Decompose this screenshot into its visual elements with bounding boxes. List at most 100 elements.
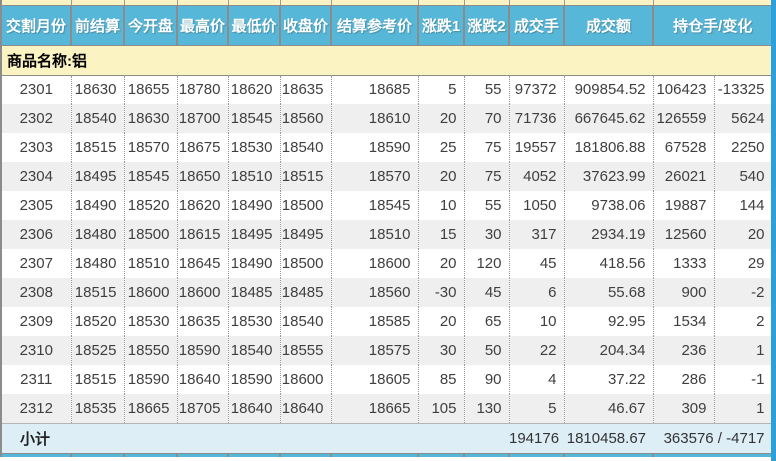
value-cell: 18540 <box>228 336 281 365</box>
value-cell: 1534 <box>653 307 715 336</box>
sliver-cell <box>464 0 510 6</box>
subtotal-row: 小计 194176 1810458.67 363576 / -4717 <box>1 422 772 453</box>
value-cell: 20 <box>418 104 465 133</box>
value-cell: 18480 <box>71 249 125 278</box>
value-cell: 20 <box>418 249 465 278</box>
value-cell: 30 <box>418 336 465 365</box>
month-cell: 2306 <box>1 220 72 249</box>
value-cell: 18640 <box>228 394 281 423</box>
value-cell: 65 <box>464 307 510 336</box>
product-banner-row: 商品名称:铝 <box>1 45 772 76</box>
value-cell: 18480 <box>71 220 125 249</box>
value-cell: 130 <box>464 394 510 423</box>
value-cell: 18570 <box>124 133 178 162</box>
value-cell: 18520 <box>71 307 125 336</box>
column-header-close: 收盘价 <box>280 5 332 46</box>
column-header-open-interest-change: 持仓手/变化 <box>653 5 772 46</box>
value-cell: 18495 <box>71 162 125 191</box>
month-cell: 2303 <box>1 133 72 162</box>
sliver-cell <box>509 0 565 6</box>
value-cell: 55 <box>464 191 510 220</box>
value-cell: 18665 <box>331 394 419 423</box>
column-header-turnover: 成交额 <box>564 5 654 46</box>
value-cell: 6 <box>509 278 565 307</box>
value-cell: 126559 <box>653 104 715 133</box>
vertical-scrollbar[interactable] <box>771 0 776 461</box>
value-cell: 18685 <box>331 75 419 104</box>
value-cell: 18665 <box>124 394 178 423</box>
value-cell: 18485 <box>280 278 332 307</box>
value-cell: 19887 <box>653 191 715 220</box>
value-cell: 18630 <box>71 75 125 104</box>
value-cell: 26021 <box>653 162 715 191</box>
value-cell: 18540 <box>71 104 125 133</box>
column-header-change2: 涨跌2 <box>464 5 510 46</box>
value-cell: 55 <box>464 75 510 104</box>
subtotal-open-interest-change: 363576 / -4717 <box>653 422 772 453</box>
table-row: 2303 18515 18570 18675 18530 18540 18590 25 75 19… <box>1 133 772 162</box>
sliver-cell <box>653 452 772 457</box>
subtotal-spacer <box>71 422 509 453</box>
subtotal-label: 小计 <box>1 422 71 453</box>
value-cell: 18515 <box>71 365 125 394</box>
value-cell: 18490 <box>228 249 281 278</box>
sliver-cell <box>280 452 332 457</box>
value-cell: 106423 <box>653 75 715 104</box>
value-cell: 92.95 <box>564 307 654 336</box>
month-cell: 2311 <box>1 365 72 394</box>
value-cell: 317 <box>509 220 565 249</box>
table-row: 2309 18520 18530 18635 18530 18540 18585 20 65 10… <box>1 307 772 336</box>
value-cell: 75 <box>464 162 510 191</box>
value-cell: 18510 <box>331 220 419 249</box>
sliver-cell <box>280 0 332 6</box>
month-cell: 2307 <box>1 249 72 278</box>
value-cell: 2250 <box>714 133 772 162</box>
value-cell: 18495 <box>228 220 281 249</box>
table-row: 2304 18495 18545 18650 18510 18515 18570 20 75 40… <box>1 162 772 191</box>
value-cell: 37623.99 <box>564 162 654 191</box>
value-cell: 4052 <box>509 162 565 191</box>
value-cell: 18530 <box>228 307 281 336</box>
value-cell: 18705 <box>177 394 229 423</box>
value-cell: 18525 <box>71 336 125 365</box>
column-header-open: 今开盘 <box>124 5 178 46</box>
value-cell: 90 <box>464 365 510 394</box>
value-cell: -1 <box>714 365 772 394</box>
column-header-high: 最高价 <box>177 5 229 46</box>
value-cell: 18560 <box>331 278 419 307</box>
value-cell: 18530 <box>124 307 178 336</box>
value-cell: 67528 <box>653 133 715 162</box>
value-cell: 540 <box>714 162 772 191</box>
value-cell: 18635 <box>177 307 229 336</box>
sliver-cell <box>71 0 125 6</box>
value-cell: 18650 <box>177 162 229 191</box>
value-cell: 1333 <box>653 249 715 278</box>
value-cell: 667645.62 <box>564 104 654 133</box>
sliver-cell <box>464 452 510 457</box>
table-row: 2306 18480 18500 18615 18495 18495 18510 15 30 31… <box>1 220 772 249</box>
sliver-cell <box>418 0 465 6</box>
value-cell: 120 <box>464 249 510 278</box>
value-cell: 18535 <box>71 394 125 423</box>
month-cell: 2308 <box>1 278 72 307</box>
sliver-cell <box>564 0 654 6</box>
value-cell: 1 <box>714 394 772 423</box>
value-cell: 45 <box>464 278 510 307</box>
value-cell: 18640 <box>177 365 229 394</box>
value-cell: 18545 <box>124 162 178 191</box>
value-cell: 18590 <box>124 365 178 394</box>
value-cell: 2934.19 <box>564 220 654 249</box>
value-cell: 18555 <box>280 336 332 365</box>
value-cell: 18490 <box>71 191 125 220</box>
value-cell: 18620 <box>228 75 281 104</box>
value-cell: 236 <box>653 336 715 365</box>
value-cell: 18510 <box>124 249 178 278</box>
month-cell: 2312 <box>1 394 72 423</box>
value-cell: 18545 <box>331 191 419 220</box>
value-cell: 900 <box>653 278 715 307</box>
column-header-settlement-ref: 结算参考价 <box>331 5 419 46</box>
value-cell: 18495 <box>280 220 332 249</box>
value-cell: 20 <box>418 307 465 336</box>
